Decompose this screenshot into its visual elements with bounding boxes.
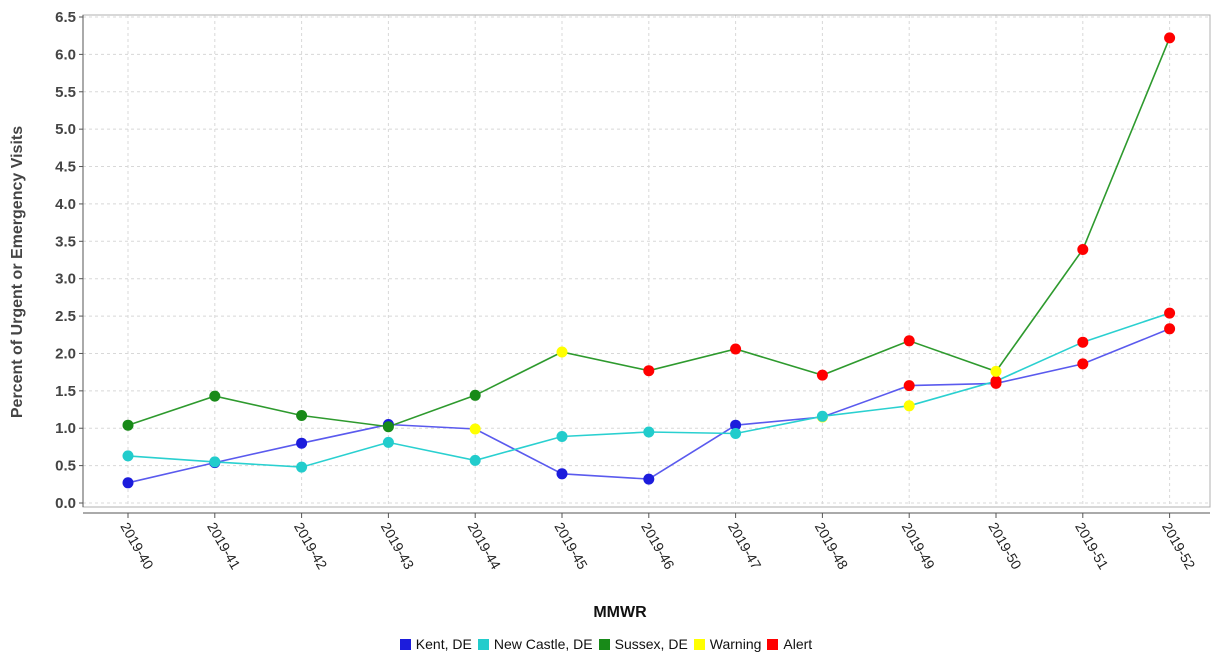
legend-item: Warning xyxy=(693,636,762,652)
legend-swatch xyxy=(767,639,779,650)
x-tick-label: 2019-46 xyxy=(638,520,678,573)
legend-label: Alert xyxy=(783,636,813,652)
legend-label: Warning xyxy=(709,636,762,652)
x-tick-label: 2019-42 xyxy=(291,520,331,573)
data-point xyxy=(643,426,655,438)
data-point xyxy=(469,454,481,466)
x-tick-label: 2019-43 xyxy=(378,520,418,573)
x-tick-label: 2019-50 xyxy=(985,520,1025,573)
y-tick-label: 0.0 xyxy=(55,495,76,512)
data-point xyxy=(296,461,308,473)
x-tick-label: 2019-45 xyxy=(551,520,591,573)
x-tick-label: 2019-41 xyxy=(204,520,244,573)
data-point xyxy=(1164,323,1176,335)
y-tick-label: 1.5 xyxy=(55,383,76,400)
legend-label: Sussex, DE xyxy=(614,636,688,652)
data-point xyxy=(296,410,308,421)
data-point xyxy=(816,369,828,381)
data-point xyxy=(1077,336,1089,348)
legend-swatch xyxy=(693,639,705,650)
data-point xyxy=(122,477,134,489)
y-tick-label: 6.0 xyxy=(55,46,76,63)
data-point xyxy=(296,437,308,449)
legend-swatch xyxy=(399,639,411,650)
y-tick-label: 4.5 xyxy=(55,159,76,176)
data-point xyxy=(556,431,568,442)
chart-legend: Kent, DE New Castle, DE Sussex, DE Warning A… xyxy=(0,636,1212,652)
data-point xyxy=(209,456,221,468)
y-tick-label: 5.5 xyxy=(55,84,76,101)
y-tick-label: 1.0 xyxy=(55,420,76,437)
y-tick-label: 2.0 xyxy=(55,345,76,362)
x-axis-ticks: 2019-40 2019-41 2019-42 2019-43 2019-44 2019-… xyxy=(117,513,1199,573)
data-point xyxy=(382,436,394,448)
x-tick-label: 2019-40 xyxy=(117,520,157,573)
x-axis-title: MMWR xyxy=(593,604,647,621)
y-tick-label: 0.5 xyxy=(55,458,76,475)
data-point xyxy=(469,389,481,401)
data-point xyxy=(556,346,568,358)
data-point xyxy=(903,380,915,392)
data-point xyxy=(209,390,221,402)
x-tick-label: 2019-51 xyxy=(1072,520,1112,573)
data-point xyxy=(730,419,742,431)
legend-item: New Castle, DE xyxy=(477,636,593,652)
data-point xyxy=(816,410,828,422)
legend-item: Sussex, DE xyxy=(598,636,688,652)
y-tick-label: 2.5 xyxy=(55,308,76,325)
data-point xyxy=(730,428,742,439)
data-point xyxy=(1164,307,1176,319)
series-lines xyxy=(127,37,1171,484)
y-tick-label: 3.0 xyxy=(55,271,76,288)
y-tick-label: 6.5 xyxy=(55,9,76,26)
legend-item: Alert xyxy=(767,636,812,652)
y-axis-title: Percent of Urgent or Emergency Visits xyxy=(9,126,26,418)
data-point xyxy=(382,421,394,433)
series-line-new-castle-de xyxy=(127,312,1170,468)
x-tick-label: 2019-49 xyxy=(899,520,939,573)
data-point xyxy=(990,375,1002,387)
legend-swatch xyxy=(477,639,489,650)
x-tick-label: 2019-48 xyxy=(812,520,852,573)
data-point xyxy=(990,365,1002,377)
y-tick-label: 3.5 xyxy=(55,233,76,250)
x-tick-label: 2019-44 xyxy=(465,520,505,573)
data-point xyxy=(643,365,655,377)
legend-item: Kent, DE xyxy=(399,636,472,652)
legend-label: Kent, DE xyxy=(415,636,472,652)
series-points xyxy=(122,32,1176,489)
y-tick-label: 4.0 xyxy=(55,196,76,213)
data-point xyxy=(1077,244,1089,255)
data-point xyxy=(469,423,481,435)
data-point xyxy=(1164,32,1176,44)
data-point xyxy=(556,468,568,480)
data-point xyxy=(1077,358,1089,370)
data-point xyxy=(903,400,915,412)
y-axis-ticks: 0.0 0.5 1.0 1.5 2.0 2.5 3.0 3.5 4.0 4.5 5.0 5.5 6.0 6… xyxy=(55,9,83,512)
legend-label: New Castle, DE xyxy=(493,636,593,652)
data-point xyxy=(122,419,134,431)
x-tick-label: 2019-52 xyxy=(1159,520,1199,573)
data-point xyxy=(643,473,655,485)
y-tick-label: 5.0 xyxy=(55,121,76,138)
data-point xyxy=(730,343,742,355)
data-point xyxy=(122,450,134,462)
data-point xyxy=(903,335,915,347)
x-tick-label: 2019-47 xyxy=(725,520,765,573)
legend-swatch xyxy=(598,639,610,650)
